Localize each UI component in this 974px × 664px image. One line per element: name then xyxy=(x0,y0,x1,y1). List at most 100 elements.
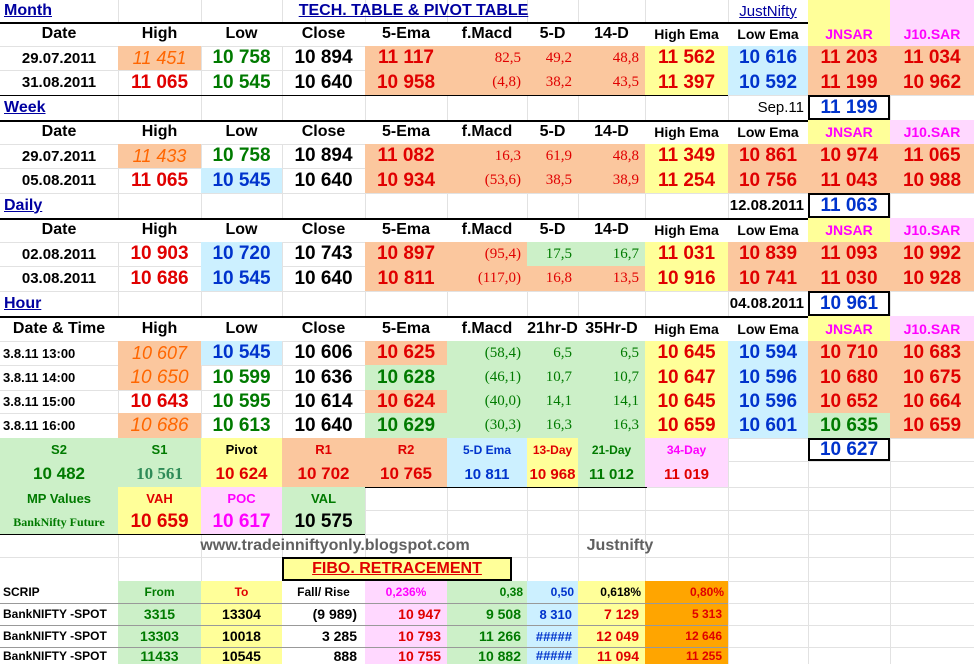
pivot-value: 10 811 xyxy=(447,461,527,487)
column-header: 5-D xyxy=(527,22,578,46)
pivot-value: 10 561 xyxy=(118,461,201,487)
fibo-value: 11 266 xyxy=(447,625,527,647)
data-cell: 10 928 xyxy=(890,266,974,291)
data-cell: (30,3) xyxy=(447,413,527,438)
data-cell: 6,5 xyxy=(578,341,645,365)
column-header: High Ema xyxy=(645,316,728,341)
data-cell: 16,3 xyxy=(578,413,645,438)
column-header: 14-D xyxy=(578,120,645,144)
data-cell: 10 861 xyxy=(728,144,808,168)
fibo-title: FIBO. RETRACEMENT xyxy=(282,557,512,581)
section-rule xyxy=(0,316,808,318)
data-cell: 10 962 xyxy=(890,70,974,95)
column-header: J10.SAR xyxy=(890,22,974,46)
column-header: J10.SAR xyxy=(890,218,974,242)
data-cell: 13,5 xyxy=(578,266,645,291)
column-header: J10.SAR xyxy=(890,120,974,144)
data-cell: 10 636 xyxy=(294,366,353,388)
mp-value: 10 617 xyxy=(201,510,282,534)
data-cell: 10 720 xyxy=(201,242,282,266)
data-cell: 10 659 xyxy=(890,413,974,438)
column-header: Low xyxy=(201,218,282,242)
fibo-value: 9 508 xyxy=(447,603,527,625)
sar-value: 10 627 xyxy=(808,438,890,461)
row-date: 29.07.2011 xyxy=(21,49,97,67)
section-label-daily: Daily xyxy=(4,196,43,214)
row-date: 3.8.11 16:00 xyxy=(3,418,76,433)
data-cell: 10 614 xyxy=(294,390,353,412)
data-cell: 10 758 xyxy=(212,47,271,68)
data-cell: 10 607 xyxy=(118,341,201,365)
column-header: Date xyxy=(0,22,118,46)
column-header: JNSAR xyxy=(808,120,890,144)
data-cell: 10 606 xyxy=(294,342,353,363)
data-cell: 11 093 xyxy=(808,242,890,266)
data-cell: 11 043 xyxy=(808,168,890,193)
sar-date: Sep.11 xyxy=(757,99,804,116)
data-cell: 11 254 xyxy=(645,168,728,193)
pivot-label: R1 xyxy=(282,438,365,461)
fibo-rule xyxy=(0,647,728,648)
mp-header: VAL xyxy=(282,487,365,510)
section-label-week: Week xyxy=(4,98,46,116)
data-cell: 10 624 xyxy=(365,390,447,413)
fibo-header: 0,80% xyxy=(645,581,728,603)
data-cell: 10 974 xyxy=(808,144,890,168)
data-cell: 14,1 xyxy=(578,390,645,413)
fibo-header: 0,236% xyxy=(365,581,447,603)
column-header: Close xyxy=(282,22,365,46)
column-header: Date xyxy=(0,218,118,242)
data-cell: 10 680 xyxy=(808,365,890,390)
fibo-value: 10 793 xyxy=(365,625,447,647)
column-header: Low Ema xyxy=(728,120,808,144)
data-cell: 10 992 xyxy=(890,242,974,266)
data-cell: 11 349 xyxy=(645,144,728,168)
grid-line xyxy=(0,534,974,535)
data-cell: 10 640 xyxy=(294,414,353,436)
mp-label: MP Values xyxy=(0,487,118,510)
data-cell: 43,5 xyxy=(578,70,645,95)
data-cell: 10 545 xyxy=(201,266,282,291)
data-cell: 10 625 xyxy=(365,341,447,365)
column-header: Low Ema xyxy=(728,22,808,46)
data-cell: 10 934 xyxy=(365,168,447,193)
data-cell: 10 916 xyxy=(645,266,728,291)
data-cell: 10 988 xyxy=(890,168,974,193)
data-cell: 10 635 xyxy=(808,413,890,438)
column-header: High Ema xyxy=(645,120,728,144)
data-cell: 11 397 xyxy=(645,70,728,95)
data-cell: 10 659 xyxy=(645,413,728,438)
column-header: f.Macd xyxy=(447,218,527,242)
data-cell: (46,1) xyxy=(447,365,527,390)
data-cell: 10 616 xyxy=(728,46,808,70)
data-cell: 10 592 xyxy=(728,70,808,95)
column-header: High xyxy=(118,22,201,46)
column-header: Low Ema xyxy=(728,316,808,341)
data-cell: 10 756 xyxy=(728,168,808,193)
data-cell: 38,5 xyxy=(527,168,578,193)
row-date: 31.08.2011 xyxy=(21,74,97,91)
sar-value: 11 199 xyxy=(808,95,890,120)
data-cell: 11 034 xyxy=(890,46,974,70)
data-cell: (53,6) xyxy=(447,168,527,193)
column-header: 14-D xyxy=(578,218,645,242)
data-cell: 11 562 xyxy=(645,46,728,70)
column-header: Close xyxy=(282,316,365,341)
pivot-label: 21-Day xyxy=(578,438,645,461)
column-header: High xyxy=(118,316,201,341)
pivot-value: 10 968 xyxy=(527,461,578,487)
pivot-label: 13-Day xyxy=(527,438,578,461)
fibo-value: ##### xyxy=(527,625,578,647)
column-header: Low xyxy=(201,316,282,341)
fibo-value: 5 313 xyxy=(645,603,728,625)
grid-line xyxy=(0,291,974,292)
data-cell: 11 030 xyxy=(808,266,890,291)
fibo-value: 11 094 xyxy=(578,647,645,664)
sar-value: 10 961 xyxy=(808,291,890,316)
column-header: J10.SAR xyxy=(890,316,974,341)
fibo-rule xyxy=(0,625,728,626)
data-cell: 11 082 xyxy=(365,144,447,168)
section-label-hour: Hour xyxy=(4,294,42,312)
data-cell: 10 594 xyxy=(728,341,808,365)
pivot-value: 11 012 xyxy=(578,461,645,487)
